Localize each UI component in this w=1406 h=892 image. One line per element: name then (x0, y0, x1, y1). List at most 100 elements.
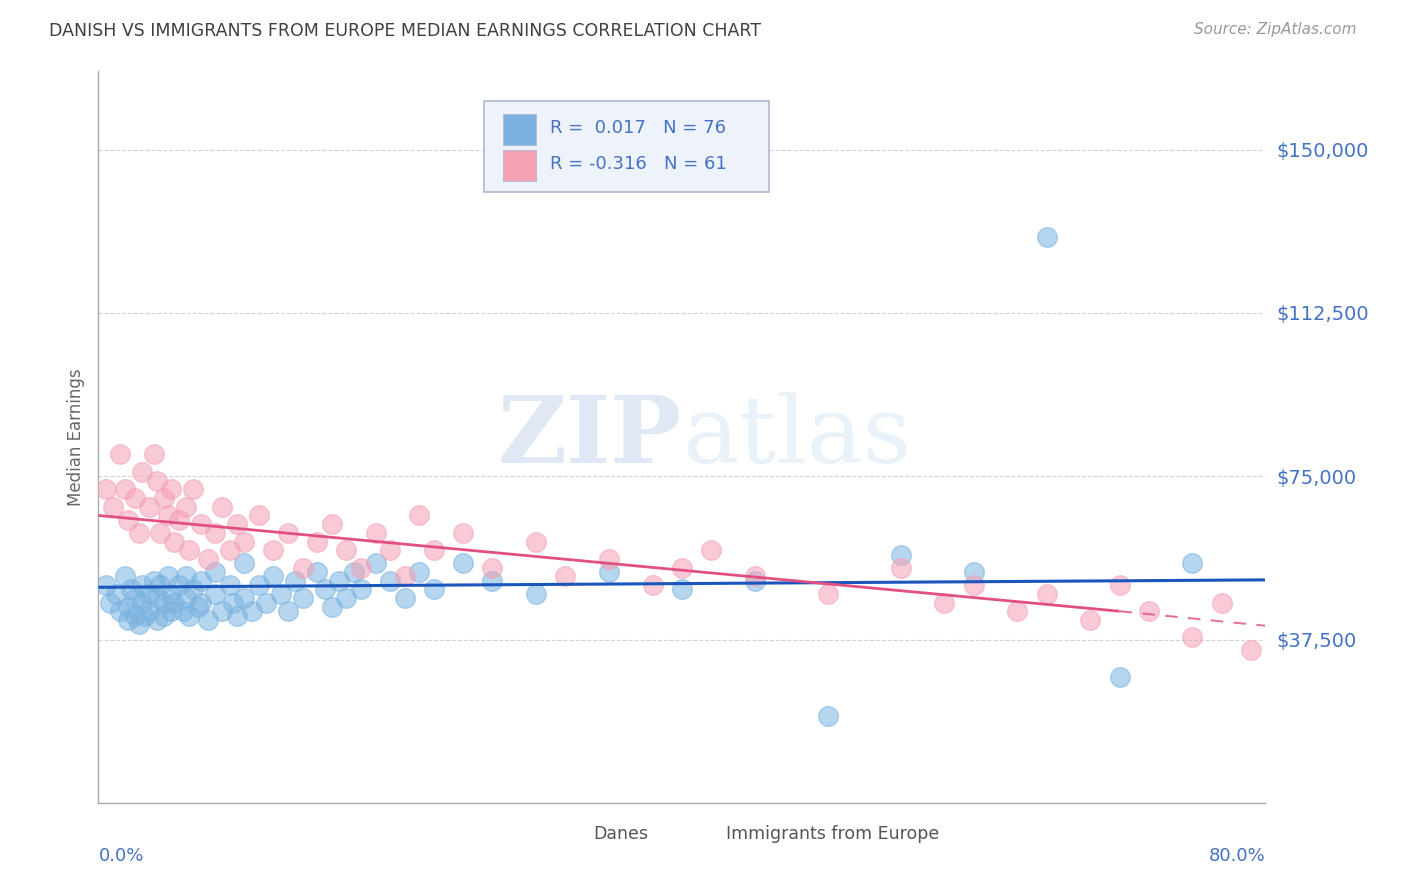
Point (218, 543, 240, 558)
Point (149, 578, 172, 592)
Point (110, 448, 132, 462)
Point (134, 608, 156, 623)
Point (744, 569, 766, 583)
Point (124, 491, 146, 505)
Point (744, 574, 766, 588)
Point (270, 587, 292, 601)
Point (247, 508, 270, 523)
Text: R = -0.316   N = 61: R = -0.316 N = 61 (550, 155, 727, 173)
Point (190, 517, 212, 532)
Point (142, 448, 165, 462)
Point (328, 574, 350, 588)
Point (254, 595, 277, 609)
Point (117, 613, 139, 627)
Text: Source: ZipAtlas.com: Source: ZipAtlas.com (1194, 22, 1357, 37)
Point (142, 574, 165, 588)
Point (146, 474, 169, 488)
Point (128, 617, 150, 632)
Point (160, 587, 183, 601)
Text: 80.0%: 80.0% (1209, 847, 1265, 864)
Point (177, 608, 200, 623)
Point (671, 582, 693, 597)
Point (598, 565, 620, 579)
Point (321, 599, 343, 614)
Point (146, 613, 169, 627)
Point (671, 560, 693, 574)
Point (364, 557, 387, 571)
Point (524, 534, 547, 549)
Point (211, 604, 233, 618)
Point (335, 591, 357, 606)
Point (343, 565, 366, 579)
Point (120, 582, 142, 597)
Point (481, 560, 503, 574)
Point (172, 604, 194, 618)
Point (167, 513, 190, 527)
Point (291, 591, 314, 606)
Point (1035, 587, 1057, 601)
Point (277, 525, 299, 540)
Point (226, 517, 249, 532)
Point (524, 587, 547, 601)
Point (124, 591, 146, 606)
Point (380, 543, 402, 558)
Point (138, 604, 160, 618)
Point (157, 569, 180, 583)
Point (423, 543, 446, 558)
Point (110, 604, 132, 618)
Point (197, 613, 219, 627)
Text: ZIP: ZIP (498, 392, 682, 482)
Point (160, 483, 183, 497)
Point (291, 560, 314, 574)
Point (1240, 643, 1263, 657)
Point (641, 578, 664, 592)
Point (380, 574, 402, 588)
Point (335, 543, 357, 558)
Point (934, 595, 956, 609)
Point (364, 525, 387, 540)
Point (890, 548, 912, 562)
Point (190, 574, 212, 588)
Point (1080, 613, 1102, 627)
Point (408, 508, 430, 523)
Point (1211, 595, 1233, 609)
Point (204, 565, 226, 579)
Point (1108, 669, 1130, 683)
Y-axis label: Median Earnings: Median Earnings (66, 368, 84, 506)
Point (131, 595, 153, 609)
Point (114, 483, 136, 497)
Point (262, 569, 284, 583)
Text: DANISH VS IMMIGRANTS FROM EUROPE MEDIAN EARNINGS CORRELATION CHART: DANISH VS IMMIGRANTS FROM EUROPE MEDIAN … (49, 22, 761, 40)
Point (124, 608, 146, 623)
Point (307, 534, 329, 549)
Point (350, 560, 373, 574)
Point (153, 595, 176, 609)
Point (1035, 229, 1057, 244)
Point (598, 552, 620, 566)
Point (138, 587, 160, 601)
Point (211, 500, 233, 514)
Point (157, 508, 180, 523)
Point (240, 604, 263, 618)
Point (408, 565, 430, 579)
Point (131, 578, 153, 592)
FancyBboxPatch shape (560, 822, 585, 846)
Point (284, 574, 307, 588)
Point (423, 582, 446, 597)
Point (94, 578, 117, 592)
Text: Danes: Danes (593, 824, 648, 843)
Point (167, 578, 190, 592)
Text: atlas: atlas (682, 392, 911, 482)
Point (174, 591, 197, 606)
Point (890, 560, 912, 574)
Point (321, 517, 343, 532)
Point (153, 608, 176, 623)
Point (98, 595, 121, 609)
Point (104, 587, 127, 601)
Point (174, 500, 197, 514)
Point (247, 578, 270, 592)
Point (1137, 604, 1160, 618)
Point (394, 591, 416, 606)
Point (187, 599, 209, 614)
Point (204, 525, 226, 540)
